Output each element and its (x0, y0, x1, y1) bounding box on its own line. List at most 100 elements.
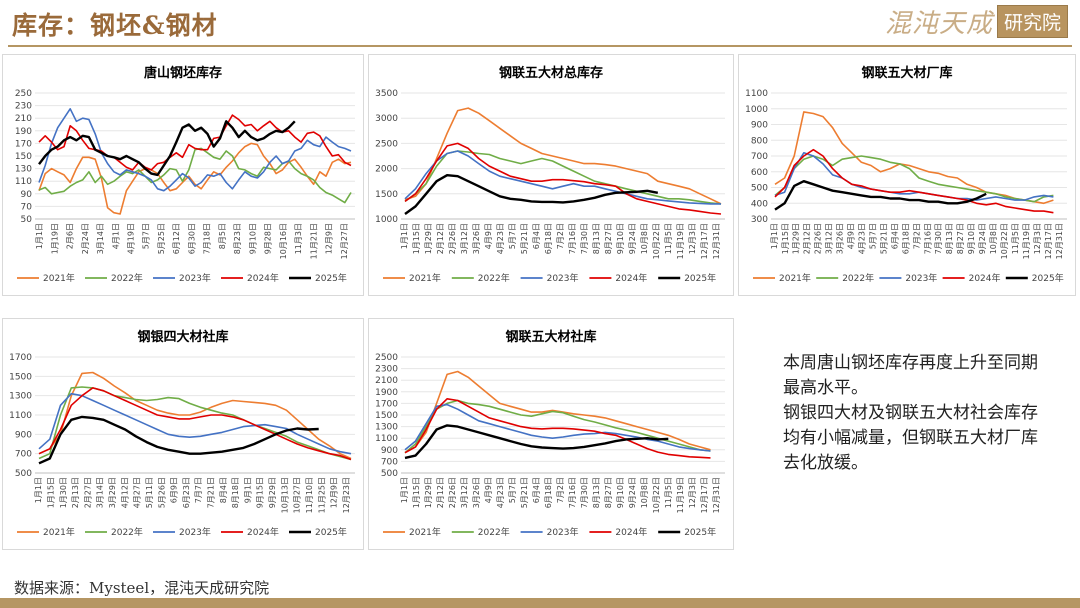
y-tick-label: 500 (15, 469, 32, 479)
y-tick-label: 1900 (375, 388, 398, 398)
series-line-2023年 (404, 150, 721, 205)
x-tick-label: 12月27日 (340, 223, 349, 259)
y-tick-label: 2000 (375, 165, 398, 175)
x-tick-label: 8月13日 (592, 477, 601, 508)
series-line-2022年 (38, 147, 352, 204)
y-tick-label: 130 (15, 165, 32, 175)
x-tick-label: 2月26日 (814, 223, 823, 254)
y-tick-label: 1000 (375, 215, 398, 225)
x-tick-label: 1月30日 (59, 477, 68, 508)
series-line-2025年 (38, 415, 319, 465)
x-tick-label: 11月5日 (664, 223, 673, 254)
x-tick-label: 9月10日 (616, 477, 625, 508)
chart-title: 钢银四大材社库 (137, 329, 228, 345)
y-tick-label: 400 (751, 199, 768, 209)
x-tick-label: 7月30日 (580, 477, 589, 508)
chart-panel-mysteel-total: 钢联五大材总库存 1000 1500 2000 2500 3000 3500 1月1日 1月15… (368, 54, 734, 296)
y-tick-label: 1500 (375, 190, 398, 200)
header-divider (8, 45, 1072, 47)
x-tick-label: 1月1日 (35, 223, 44, 249)
x-tick-label: 6月4日 (532, 477, 541, 503)
commentary-line-1: 本周唐山钢坯库存再度上升至同期最高水平。 (783, 353, 1038, 398)
series-line-2023年 (404, 403, 711, 452)
footer-bar (0, 598, 1080, 608)
x-tick-label: 6月23日 (182, 477, 191, 508)
x-tick-label: 2月26日 (448, 223, 457, 254)
x-tick-label: 12月31日 (712, 477, 721, 513)
chart-panel-mysteel-social: 钢联五大材社库 500 700 900 1100 1300 1500 1700 1900 2100… (368, 318, 734, 550)
chart-title: 钢联五大材社库 (505, 329, 596, 345)
x-tick-label: 4月27日 (133, 477, 142, 508)
y-tick-label: 230 (15, 102, 32, 112)
x-tick-label: 2月27日 (83, 477, 92, 508)
y-tick-label: 3000 (375, 114, 398, 124)
x-tick-label: 6月9日 (170, 477, 179, 503)
x-tick-label: 9月10日 (967, 223, 976, 254)
x-tick-label: 8月13日 (945, 223, 954, 254)
legend-label: 2025年 (684, 272, 716, 284)
x-tick-label: 6月18日 (544, 477, 553, 508)
y-tick-label: 2100 (375, 376, 398, 386)
x-tick-label: 8月13日 (592, 223, 601, 254)
x-tick-label: 11月21日 (309, 223, 318, 259)
x-tick-label: 4月12日 (120, 477, 129, 508)
x-tick-label: 12月31日 (712, 223, 721, 259)
x-tick-label: 7月2日 (556, 477, 565, 503)
x-tick-label: 6月18日 (544, 223, 553, 254)
y-tick-label: 190 (15, 127, 32, 137)
legend-label: 2021年 (43, 272, 75, 284)
x-tick-label: 8月27日 (956, 223, 965, 254)
legend-label: 2024年 (247, 526, 279, 538)
x-tick-label: 8月23日 (233, 223, 242, 254)
chart-panel-mysteel-factory: 钢联五大材厂库 300 400 500 600 700 800 900 1000 1100 1月1日… (738, 54, 1076, 296)
y-tick-label: 500 (381, 469, 398, 479)
legend-label: 2021年 (779, 272, 811, 284)
series-line-2021年 (404, 107, 722, 205)
series-line-2024年 (38, 387, 352, 461)
x-tick-label: 1月19日 (50, 223, 59, 254)
y-tick-label: 900 (381, 446, 398, 456)
legend-label: 2024年 (969, 272, 1001, 284)
series-line-2025年 (38, 120, 296, 177)
series-line-2021年 (38, 142, 352, 215)
legend-label: 2024年 (247, 272, 279, 284)
chart-svg: 钢联五大材总库存 1000 1500 2000 2500 3000 3500 1月1日 1月15… (375, 65, 725, 284)
legend-label: 2022年 (842, 272, 874, 284)
legend-label: 2024年 (615, 272, 647, 284)
x-tick-label: 9月29日 (268, 477, 277, 508)
y-tick-label: 1100 (9, 411, 32, 421)
y-tick-label: 300 (751, 215, 768, 225)
x-tick-label: 1月29日 (424, 477, 433, 508)
series-line-2024年 (404, 398, 711, 459)
chart-svg: 钢联五大材厂库 300 400 500 600 700 800 900 1000 1100 1月1日… (745, 65, 1067, 284)
x-tick-label: 5月7日 (508, 223, 517, 249)
x-tick-label: 6月4日 (532, 223, 541, 249)
series-line-2024年 (38, 114, 352, 171)
legend-label: 2022年 (111, 272, 143, 284)
x-tick-label: 4月23日 (857, 223, 866, 254)
y-tick-label: 700 (15, 450, 32, 460)
y-tick-label: 70 (21, 202, 33, 212)
y-tick-label: 90 (21, 190, 33, 200)
y-tick-label: 1500 (9, 372, 32, 382)
x-tick-label: 1月15日 (412, 223, 421, 254)
y-tick-label: 1700 (9, 353, 32, 363)
x-tick-label: 4月9日 (847, 223, 856, 249)
y-tick-label: 250 (15, 89, 32, 99)
x-tick-label: 12月17日 (700, 477, 709, 513)
commentary-line-2: 钢银四大材及钢联五大材社会库存均有小幅减量，但钢联五大材厂库去化放缓。 (783, 403, 1038, 473)
x-tick-label: 5月7日 (142, 223, 151, 249)
x-tick-label: 10月27日 (293, 477, 302, 513)
x-tick-label: 12月17日 (700, 223, 709, 259)
x-tick-label: 5月25日 (157, 223, 166, 254)
legend-label: 2022年 (111, 526, 143, 538)
y-tick-label: 150 (15, 152, 32, 162)
y-tick-label: 3500 (375, 89, 398, 99)
data-source: 数据来源：Mysteel，混沌天成研究院 (14, 579, 270, 597)
logo-box-text: 研究院 (996, 4, 1068, 38)
x-tick-label: 3月12日 (460, 223, 469, 254)
legend-label: 2023年 (179, 272, 211, 284)
x-tick-label: 2月24日 (81, 223, 90, 254)
y-tick-label: 2500 (375, 139, 398, 149)
series-line-2024年 (774, 148, 1054, 214)
